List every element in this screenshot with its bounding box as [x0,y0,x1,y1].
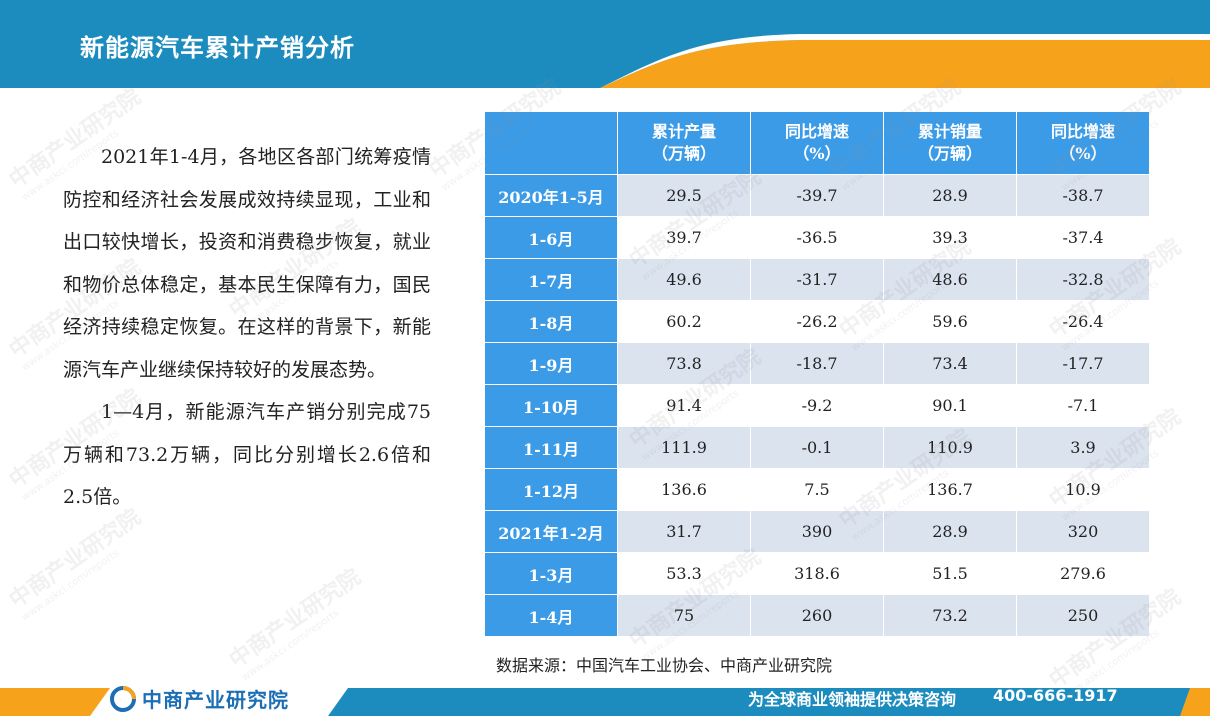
table-row: 1-12月 136.6 7.5 136.7 10.9 [484,468,1150,511]
column-header: 同比增速 （%） [1016,111,1150,175]
table-row: 1-6月 39.7 -36.5 39.3 -37.4 [484,216,1150,259]
table-cell: 91.4 [617,384,751,427]
table-cell: -38.7 [1016,174,1150,217]
table-cell: 39.3 [883,216,1017,259]
table-cell: 320 [1016,510,1150,553]
table-cell: 31.7 [617,510,751,553]
table-cell: 7.5 [750,468,884,511]
table-cell: 73.4 [883,342,1017,385]
paragraph: 1—4月，新能源汽车产销分别完成75万辆和73.2万辆，同比分别增长2.6倍和2… [63,401,431,508]
table-cell: 60.2 [617,300,751,343]
footer-slogan: 为全球商业领袖提供决策咨询 [748,690,957,709]
table-cell: 53.3 [617,552,751,595]
table-cell: 49.6 [617,258,751,301]
table-cell: -7.1 [1016,384,1150,427]
table-cell: 48.6 [883,258,1017,301]
row-label: 1-8月 [484,300,618,343]
footer-bar [0,688,1210,716]
row-label: 2021年1-2月 [484,510,618,553]
table-cell: 28.9 [883,174,1017,217]
table-cell: 59.6 [883,300,1017,343]
paragraph: 2021年1-4月，各地区各部门统筹疫情防控和经济社会发展成效持续显现，工业和出… [63,146,431,381]
table-row: 1-3月 53.3 318.6 51.5 279.6 [484,552,1150,595]
data-table: 累计产量 （万辆） 同比增速 （%） 累计销量 （万辆） 同比增速 （%） 20… [484,111,1150,637]
table-cell: -39.7 [750,174,884,217]
table-row: 1-4月 75 260 73.2 250 [484,594,1150,637]
table-cell: -31.7 [750,258,884,301]
table-cell: 111.9 [617,426,751,469]
table-cell: -17.7 [1016,342,1150,385]
table-cell: 75 [617,594,751,637]
table-cell: 3.9 [1016,426,1150,469]
table-row: 2020年1-5月 29.5 -39.7 28.9 -38.7 [484,174,1150,217]
table-cell: 318.6 [750,552,884,595]
table-cell: 90.1 [883,384,1017,427]
row-label: 1-9月 [484,342,618,385]
column-header: 累计销量 （万辆） [883,111,1017,175]
table-cell: 136.6 [617,468,751,511]
row-label: 1-7月 [484,258,618,301]
column-header: 累计产量 （万辆） [617,111,751,175]
table-row: 1-7月 49.6 -31.7 48.6 -32.8 [484,258,1150,301]
table-cell: -26.2 [750,300,884,343]
row-label: 1-12月 [484,468,618,511]
table-cell: -37.4 [1016,216,1150,259]
column-header: 同比增速 （%） [750,111,884,175]
table-cell: 110.9 [883,426,1017,469]
row-label: 1-6月 [484,216,618,259]
company-logo-icon [110,685,136,712]
table-cell: 73.2 [883,594,1017,637]
table-cell: 29.5 [617,174,751,217]
table-cell: 279.6 [1016,552,1150,595]
row-label: 1-11月 [484,426,618,469]
table-cell: 250 [1016,594,1150,637]
row-label: 1-10月 [484,384,618,427]
table-corner [484,111,618,175]
page-title: 新能源汽车累计产销分析 [80,34,355,62]
table-cell: 260 [750,594,884,637]
footer-phone: 400-666-1917 [993,686,1118,705]
table-cell: -9.2 [750,384,884,427]
body-text: 2021年1-4月，各地区各部门统筹疫情防控和经济社会发展成效持续显现，工业和出… [63,136,431,519]
table-row: 1-8月 60.2 -26.2 59.6 -26.4 [484,300,1150,343]
table-header-row: 累计产量 （万辆） 同比增速 （%） 累计销量 （万辆） 同比增速 （%） [484,111,1150,175]
header-orange-swoosh [600,34,1210,88]
table-cell: 51.5 [883,552,1017,595]
table-row: 1-10月 91.4 -9.2 90.1 -7.1 [484,384,1150,427]
table-cell: 390 [750,510,884,553]
table-row: 2021年1-2月 31.7 390 28.9 320 [484,510,1150,553]
table-cell: -18.7 [750,342,884,385]
table-cell: -26.4 [1016,300,1150,343]
row-label: 1-4月 [484,594,618,637]
header-banner: 新能源汽车累计产销分析 [0,0,1210,88]
table-cell: 73.8 [617,342,751,385]
table-cell: 28.9 [883,510,1017,553]
table-cell: -32.8 [1016,258,1150,301]
data-source: 数据来源：中国汽车工业协会、中商产业研究院 [496,656,833,675]
table-cell: 39.7 [617,216,751,259]
row-label: 2020年1-5月 [484,174,618,217]
footer-logo: 中商产业研究院 [110,684,289,713]
row-label: 1-3月 [484,552,618,595]
table-cell: -36.5 [750,216,884,259]
logo-text: 中商产业研究院 [142,688,289,712]
table-cell: 136.7 [883,468,1017,511]
table-cell: 10.9 [1016,468,1150,511]
table-row: 1-9月 73.8 -18.7 73.4 -17.7 [484,342,1150,385]
table-row: 1-11月 111.9 -0.1 110.9 3.9 [484,426,1150,469]
table-cell: -0.1 [750,426,884,469]
